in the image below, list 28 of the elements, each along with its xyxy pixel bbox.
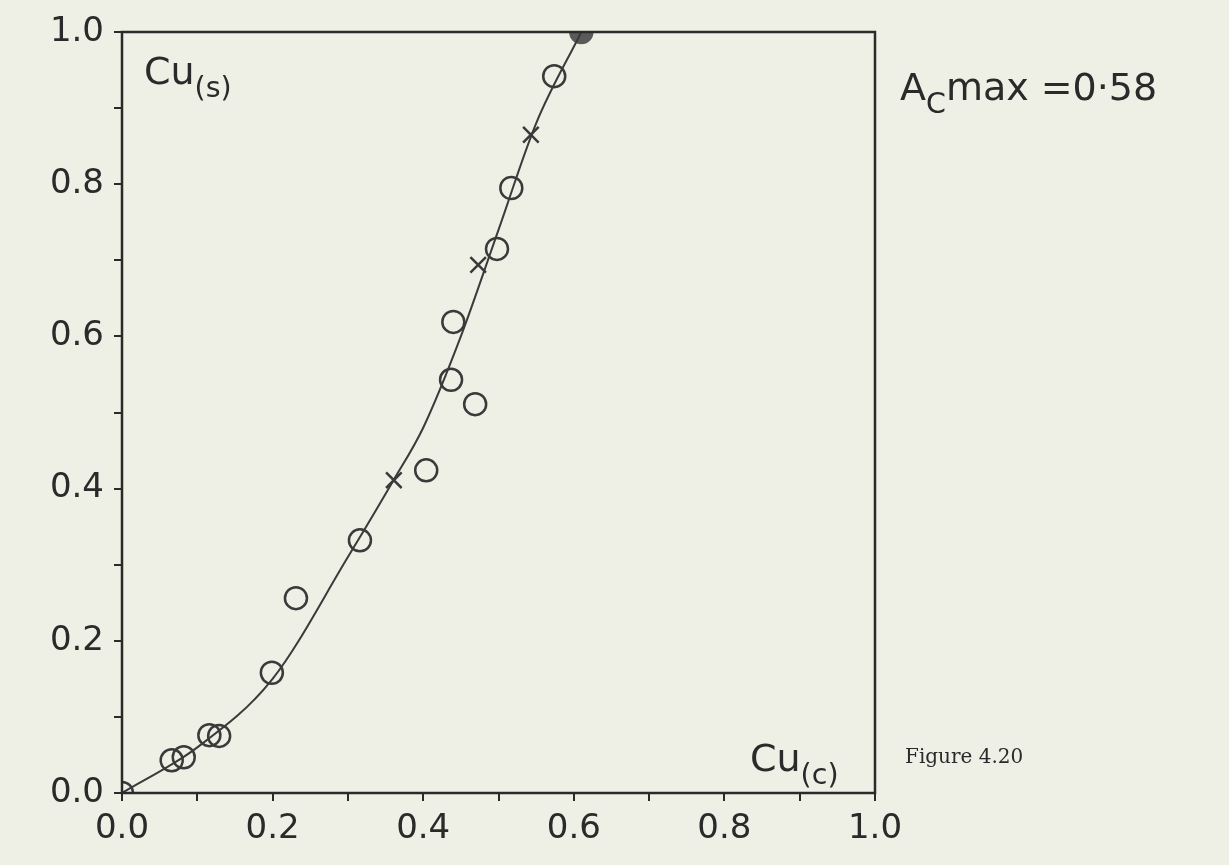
y-tick-label: 0.8 — [49, 161, 104, 202]
y-tick-label: 0.4 — [49, 465, 104, 506]
point — [159, 748, 184, 773]
x-tick-label: 1.0 — [847, 806, 903, 847]
point — [462, 391, 488, 417]
point — [206, 723, 232, 749]
point — [171, 744, 196, 770]
point — [469, 255, 488, 274]
point — [521, 125, 540, 144]
point — [384, 471, 403, 490]
y-tick-label: 0.6 — [49, 313, 104, 354]
x-tick-label: 0.6 — [546, 806, 601, 847]
point — [197, 722, 222, 748]
point — [413, 458, 439, 483]
point — [441, 309, 466, 335]
point — [438, 367, 464, 393]
x-tick-label: 0.2 — [245, 806, 300, 847]
x-tick-label: 0.8 — [697, 806, 752, 847]
y-tick-label: 0.2 — [49, 617, 104, 658]
point — [499, 175, 524, 201]
caption: Figure 4.20 — [905, 744, 1024, 768]
point — [283, 585, 309, 611]
point — [541, 63, 567, 89]
x-tick-label: 0.4 — [396, 806, 451, 847]
point — [259, 660, 285, 686]
point — [484, 236, 510, 262]
point — [347, 528, 373, 553]
y-tick-label: 1.0 — [49, 8, 104, 49]
